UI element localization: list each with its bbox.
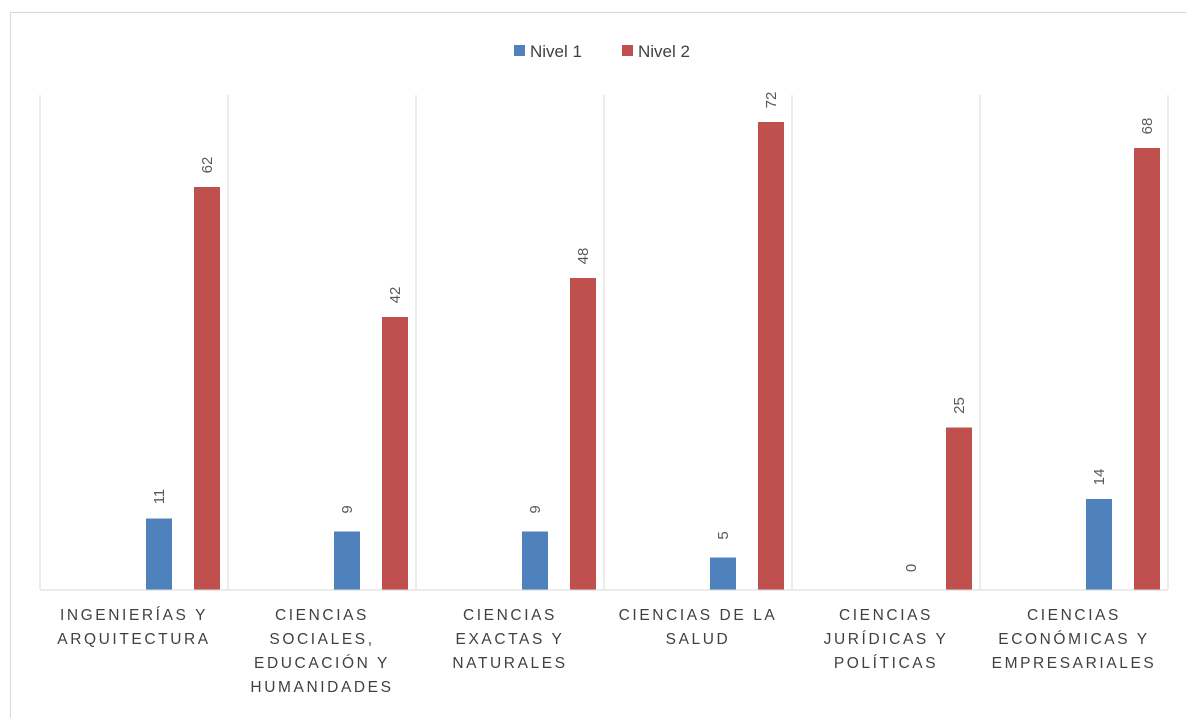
data-label: 25 [951,397,968,414]
bar-nivel-1 [710,557,736,590]
gridlines [39,95,1169,590]
category-label: HUMANIDADES [250,679,393,696]
data-labels: 11 62 9 42 9 48 5 72 0 25 14 68 [151,92,1156,573]
bar-nivel-2 [946,427,972,590]
bar-nivel-2 [570,278,596,590]
data-label: 11 [151,489,168,505]
data-label: 9 [339,505,356,513]
bar-nivel-1 [146,518,172,590]
category-label: EXACTAS Y [456,631,565,648]
data-label: 42 [387,287,404,304]
bar-nivel-2 [194,187,220,590]
bar-nivel-1 [522,531,548,590]
legend-swatch-nivel-2 [622,45,633,56]
data-label: 62 [199,157,216,174]
bars [146,122,1160,590]
legend-swatch-nivel-1 [514,45,525,56]
category-label: EDUCACIÓN Y [254,655,390,672]
category-label: POLÍTICAS [834,655,938,672]
data-label: 14 [1091,469,1108,486]
data-label: 9 [527,505,544,513]
category-labels: INGENIERÍAS Y ARQUITECTURA CIENCIAS SOCIALE… [57,607,1157,696]
category-label: ARQUITECTURA [57,631,210,648]
category-label: CIENCIAS DE LA [619,607,778,624]
bar-nivel-2 [382,317,408,590]
category-label: CIENCIAS [839,607,933,624]
data-label: 68 [1139,118,1156,135]
bar-nivel-2 [1134,148,1160,590]
legend: Nivel 1 Nivel 2 [514,42,690,61]
category-label: CIENCIAS [1027,607,1121,624]
category-label: ECONÓMICAS Y [998,631,1150,648]
category-label: CIENCIAS [463,607,557,624]
category-label: SOCIALES, [269,631,374,648]
data-label: 72 [763,92,780,109]
bar-nivel-2 [758,122,784,590]
legend-label-nivel-1: Nivel 1 [530,42,582,61]
bar-nivel-1 [334,531,360,590]
category-label: EMPRESARIALES [992,655,1157,672]
data-label: 48 [575,248,592,265]
category-label: CIENCIAS [275,607,369,624]
category-label: NATURALES [452,655,567,672]
chart-frame [10,12,1186,718]
data-label: 0 [903,564,920,572]
category-label: INGENIERÍAS Y [60,607,208,624]
bar-nivel-1 [1086,499,1112,590]
category-label: JURÍDICAS Y [824,631,949,648]
legend-label-nivel-2: Nivel 2 [638,42,690,61]
data-label: 5 [715,531,732,539]
category-label: SALUD [666,631,731,648]
